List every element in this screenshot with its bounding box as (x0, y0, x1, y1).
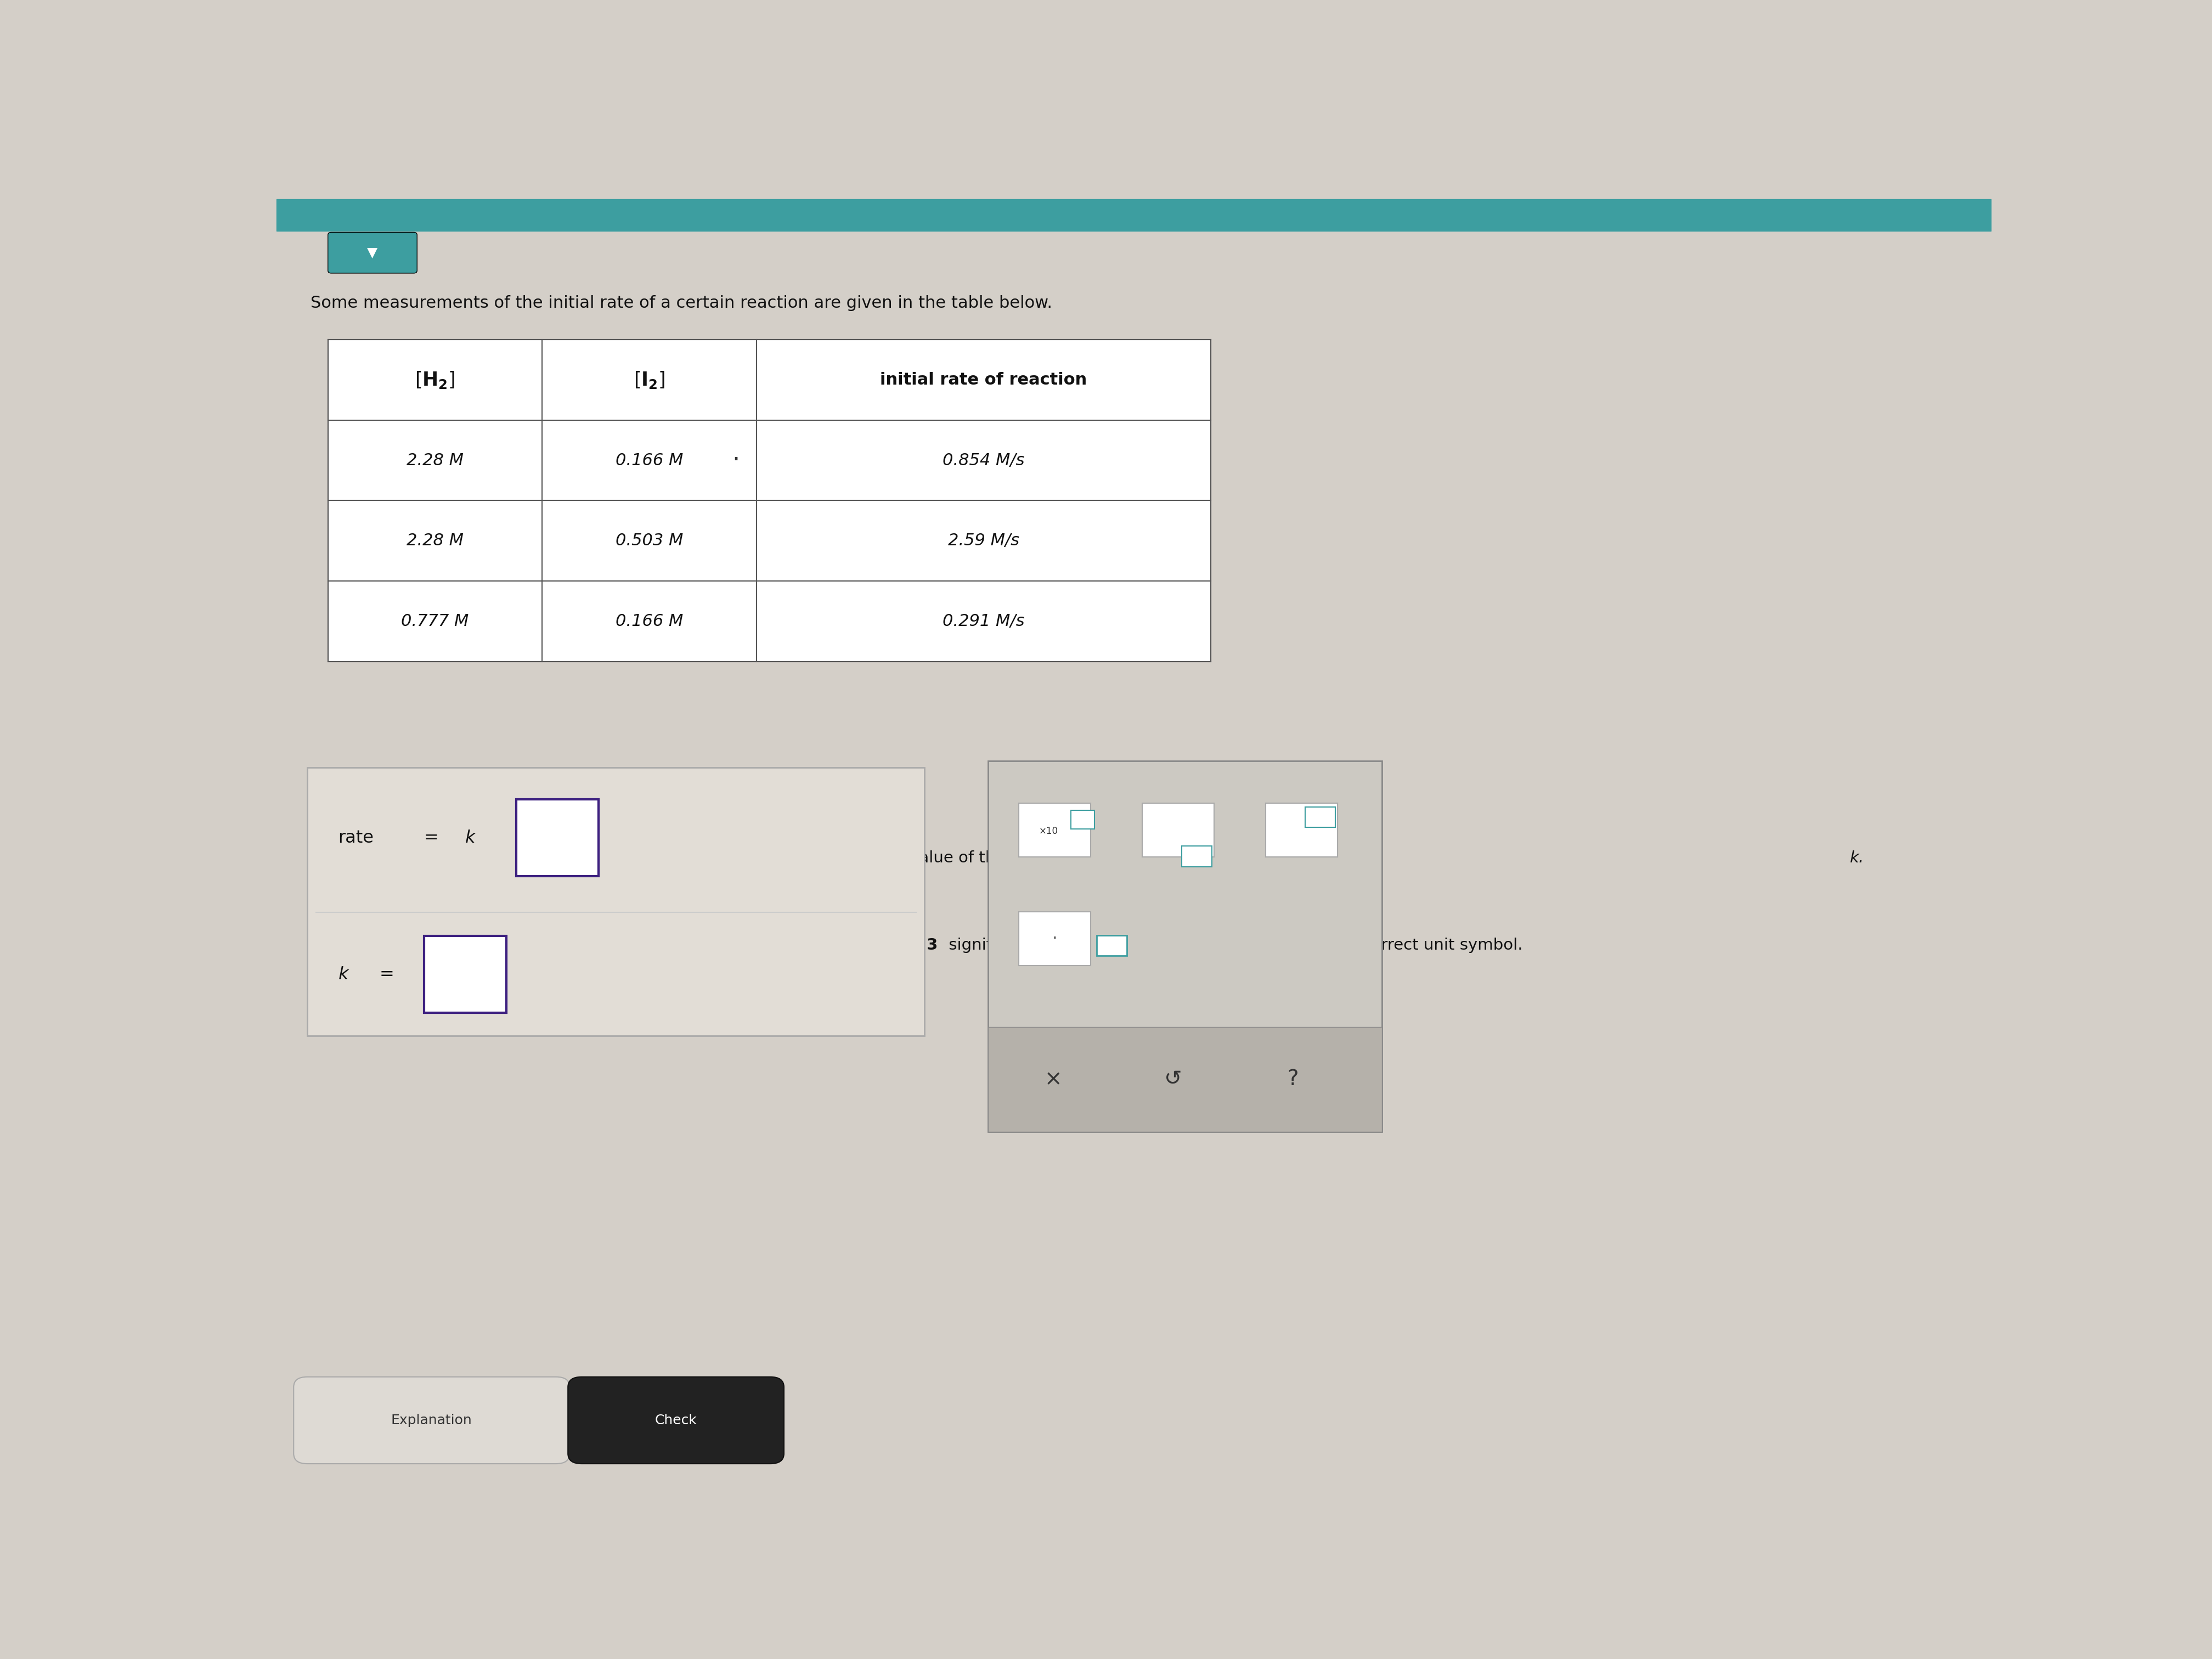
Text: Round your value for the rate constant to: Round your value for the rate constant t… (310, 937, 648, 952)
FancyBboxPatch shape (1020, 912, 1091, 966)
FancyBboxPatch shape (327, 232, 418, 274)
FancyBboxPatch shape (1181, 846, 1212, 866)
Bar (989, 1027, 1383, 1131)
Text: ×10: ×10 (1040, 826, 1057, 836)
FancyBboxPatch shape (568, 1377, 783, 1463)
Text: rate: rate (338, 830, 374, 846)
Text: 0.503 M: 0.503 M (615, 533, 684, 549)
FancyBboxPatch shape (307, 768, 925, 1035)
Text: significant digits. Also be sure your answer has the correct unit symbol.: significant digits. Also be sure your an… (945, 937, 1522, 952)
Text: =: = (380, 966, 394, 984)
Text: Use this information to write a rate law for this reaction, and calculate the va: Use this information to write a rate law… (310, 851, 1124, 866)
Text: ×: × (1044, 1068, 1062, 1090)
Text: initial rate of reaction: initial rate of reaction (880, 372, 1086, 388)
Text: Explanation: Explanation (392, 1413, 471, 1427)
Text: $[\mathbf{H_2}]$: $[\mathbf{H_2}]$ (416, 370, 456, 390)
Text: 0.854 M/s: 0.854 M/s (942, 453, 1024, 468)
FancyBboxPatch shape (1097, 936, 1126, 956)
Text: $[\mathbf{I_2}]$: $[\mathbf{I_2}]$ (633, 370, 666, 390)
Text: 0.166 M: 0.166 M (615, 614, 684, 629)
FancyBboxPatch shape (1305, 806, 1336, 828)
FancyBboxPatch shape (1265, 803, 1338, 858)
Text: k: k (465, 830, 476, 846)
FancyBboxPatch shape (1071, 810, 1095, 830)
Text: Some measurements of the initial rate of a certain reaction are given in the tab: Some measurements of the initial rate of… (310, 295, 1053, 310)
Text: ?: ? (1287, 1068, 1298, 1090)
Bar (276, 199, 1991, 231)
FancyBboxPatch shape (515, 800, 599, 876)
Text: 3: 3 (927, 937, 938, 952)
FancyBboxPatch shape (1141, 803, 1214, 858)
Text: ↺: ↺ (1164, 1068, 1181, 1090)
Text: k: k (338, 966, 347, 984)
Text: ·: · (732, 448, 739, 473)
Text: 2.28 M: 2.28 M (407, 533, 465, 549)
Text: Check: Check (655, 1413, 697, 1427)
Text: 0.777 M: 0.777 M (400, 614, 469, 629)
Text: 2.28 M: 2.28 M (407, 453, 465, 468)
Text: k.: k. (1849, 851, 1865, 866)
FancyBboxPatch shape (425, 936, 507, 1012)
Text: 0.291 M/s: 0.291 M/s (942, 614, 1024, 629)
Text: ·: · (1053, 931, 1057, 947)
Text: 2.59 M/s: 2.59 M/s (949, 533, 1020, 549)
FancyBboxPatch shape (294, 1377, 571, 1463)
Text: =: = (425, 830, 438, 846)
FancyBboxPatch shape (989, 761, 1383, 1131)
Text: 0.166 M: 0.166 M (615, 453, 684, 468)
Bar (327, 340, 1210, 662)
FancyBboxPatch shape (1020, 803, 1091, 858)
Text: ▼: ▼ (367, 246, 378, 259)
